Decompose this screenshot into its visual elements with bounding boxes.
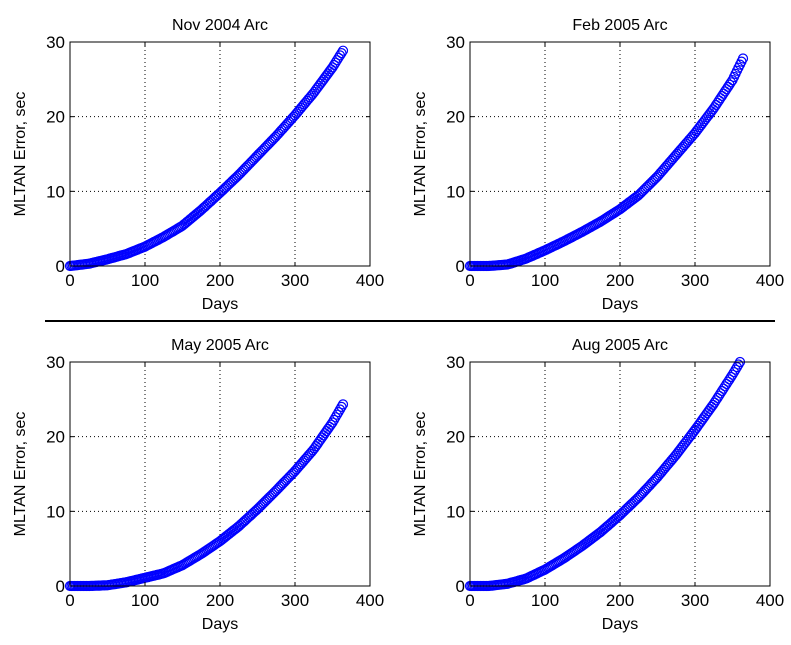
data-series [464, 356, 746, 592]
data-point [333, 407, 344, 418]
data-series [464, 53, 749, 272]
y-tick-label: 0 [456, 257, 465, 276]
x-tick-label: 200 [206, 591, 234, 610]
y-axis-label: MLTAN Error, sec [12, 412, 29, 537]
data-point [733, 359, 744, 370]
subplot-4: 0 100 200 300 400 0 10 20 30 Aug 2005 Arc Days MLTA… [412, 337, 784, 633]
y-tick-label: 20 [46, 428, 65, 447]
x-tick-label: 100 [531, 271, 559, 290]
y-axis-label: MLTAN Error, sec [412, 92, 429, 217]
y-tick-label: 30 [46, 33, 65, 52]
data-point [334, 404, 346, 415]
data-point [731, 362, 743, 373]
x-tick-label: 300 [281, 591, 309, 610]
subplot-1: 0 100 200 300 400 0 10 20 30 Nov 2004 Arc Days MLTA… [12, 17, 384, 313]
x-tick-label: 300 [681, 271, 709, 290]
x-tick-label: 0 [465, 271, 474, 290]
y-tick-label: 0 [56, 577, 65, 596]
data-point [336, 401, 347, 412]
y-tick-label: 30 [446, 353, 465, 372]
chart-title: Aug 2005 Arc [572, 337, 668, 354]
x-axis-label: Days [602, 296, 638, 313]
subplot-3: 0 100 200 300 400 0 10 20 30 May 2005 Arc Days MLTA… [12, 337, 384, 633]
x-tick-label: 100 [531, 591, 559, 610]
data-point [737, 53, 749, 64]
x-tick-label: 300 [681, 591, 709, 610]
chart-title: Feb 2005 Arc [572, 17, 667, 34]
y-tick-label: 10 [446, 502, 465, 521]
data-series [64, 399, 349, 592]
chart-title: May 2005 Arc [171, 337, 269, 354]
data-point [337, 399, 349, 410]
x-tick-label: 400 [356, 591, 384, 610]
data-point [728, 367, 740, 378]
x-tick-label: 100 [131, 271, 159, 290]
x-tick-label: 200 [206, 271, 234, 290]
x-tick-label: 400 [756, 591, 784, 610]
x-tick-label: 0 [65, 591, 74, 610]
data-point [327, 417, 338, 428]
x-axis-label: Days [202, 296, 238, 313]
data-point [336, 47, 347, 59]
y-tick-label: 20 [446, 428, 465, 447]
y-tick-label: 20 [46, 108, 65, 127]
y-tick-label: 10 [46, 502, 65, 521]
y-tick-label: 10 [446, 182, 465, 201]
y-tick-label: 30 [446, 33, 465, 52]
data-point [328, 414, 340, 425]
data-point [337, 45, 349, 56]
data-point [331, 409, 343, 420]
y-tick-label: 0 [456, 577, 465, 596]
data-series [64, 45, 349, 272]
data-point [730, 364, 741, 375]
x-tick-label: 300 [281, 271, 309, 290]
chart-title: Nov 2004 Arc [172, 17, 268, 34]
x-tick-label: 200 [606, 271, 634, 290]
y-tick-label: 0 [56, 257, 65, 276]
y-axis-label: MLTAN Error, sec [412, 412, 429, 537]
x-axis-label: Days [602, 616, 638, 633]
y-axis-label: MLTAN Error, sec [12, 92, 29, 217]
x-tick-label: 100 [131, 591, 159, 610]
x-axis-label: Days [202, 616, 238, 633]
y-tick-label: 30 [46, 353, 65, 372]
y-tick-label: 10 [46, 182, 65, 201]
data-point [727, 369, 738, 380]
data-point [725, 77, 737, 88]
x-tick-label: 0 [65, 271, 74, 290]
x-tick-label: 400 [356, 271, 384, 290]
subplot-2: 0 100 200 300 400 0 10 20 30 Feb 2005 Arc Days MLTA… [412, 17, 784, 313]
x-tick-label: 200 [606, 591, 634, 610]
x-tick-label: 400 [756, 271, 784, 290]
data-point [330, 412, 341, 423]
x-tick-label: 0 [465, 591, 474, 610]
y-tick-label: 20 [446, 108, 465, 127]
